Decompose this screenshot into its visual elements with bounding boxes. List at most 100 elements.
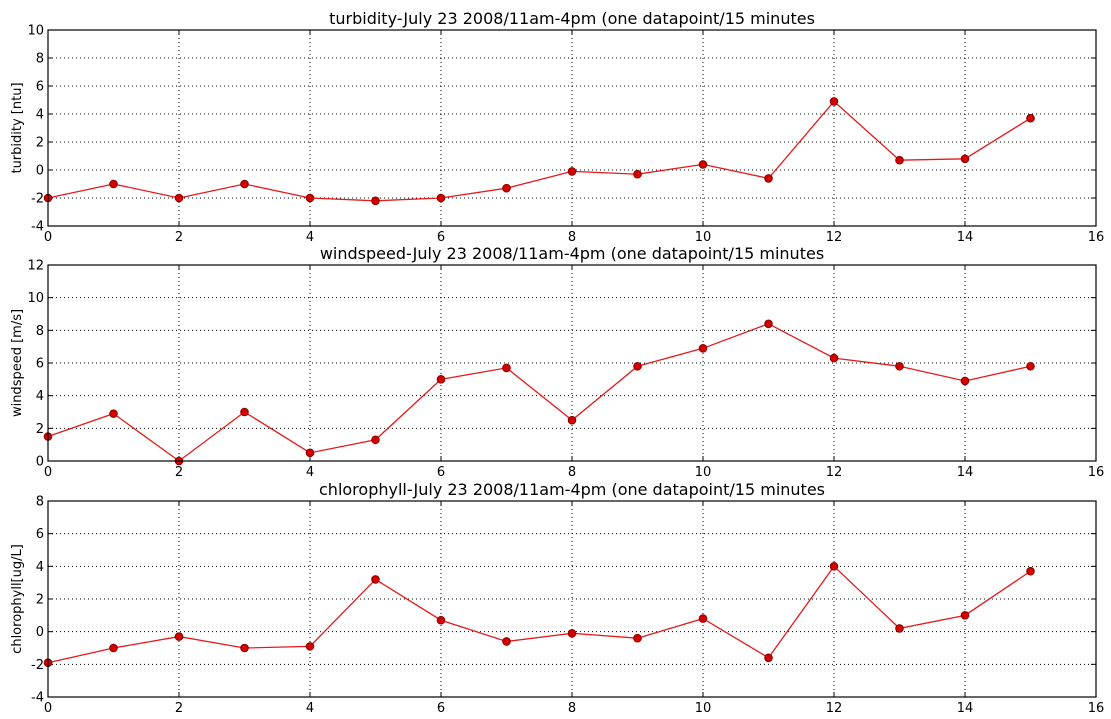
data-point [1026, 113, 1035, 123]
panel-3: 0 2 4 6 8 10 12 14 16 -4 -2 0 2 4 6 8 chlorophyll-July 2… [10, 480, 1104, 716]
data-point [371, 575, 380, 584]
data-point [305, 642, 315, 651]
data-point [829, 97, 839, 106]
x-tick-label: 12 [826, 701, 843, 716]
data-point [698, 614, 708, 623]
data-point [567, 629, 577, 638]
y-tick-label: -2 [31, 192, 44, 207]
x-tick-label: 16 [1088, 465, 1105, 480]
data-point [109, 409, 118, 418]
x-tick-label: 10 [695, 701, 712, 716]
data-point [305, 193, 315, 203]
x-tick-label: 6 [437, 701, 445, 716]
series-line [47, 100, 1031, 202]
x-tick-label: 16 [1088, 230, 1105, 245]
data-point [960, 376, 970, 386]
x-tick-label: 14 [957, 465, 974, 480]
data-point [1026, 361, 1035, 371]
plot-frame [47, 264, 1097, 462]
y-tick-label: 8 [36, 324, 44, 339]
x-tick-label: 4 [306, 701, 314, 716]
data-point [436, 375, 446, 384]
data-point [829, 353, 839, 363]
x-tick-label: 14 [957, 230, 974, 245]
data-point [109, 643, 118, 653]
data-point [895, 624, 904, 633]
y-tick-label: 0 [36, 625, 44, 640]
series-line [47, 565, 1031, 664]
data-point [567, 167, 577, 176]
chart-title: windspeed-July 23 2008/11am-4pm (one dat… [320, 244, 824, 263]
data-point [829, 562, 839, 571]
x-tick-label: 2 [175, 465, 183, 480]
y-tick-label: -4 [31, 220, 44, 235]
y-tick-label: 10 [27, 291, 44, 306]
data-point [633, 169, 642, 179]
y-tick-label: 4 [36, 108, 44, 123]
data-point [567, 415, 577, 425]
y-tick-label: -4 [31, 691, 44, 706]
y-axis-label: turbidity [ntu] [10, 82, 25, 173]
y-tick-label: 2 [36, 136, 44, 151]
y-tick-label: 8 [36, 495, 44, 510]
data-point [895, 155, 904, 165]
data-point [502, 637, 511, 646]
data-point [240, 407, 249, 417]
plot-frame [47, 29, 1097, 227]
data-point [1026, 566, 1035, 576]
y-tick-label: 10 [27, 24, 44, 39]
panel-1: 0 2 4 6 8 10 12 14 16 -4 -2 0 2 4 6 8 10 turbidity-July 2… [10, 9, 1104, 245]
y-axis-label: windspeed [m/s] [10, 309, 25, 417]
y-tick-label: 4 [36, 389, 44, 404]
x-tick-label: 6 [437, 230, 445, 245]
x-tick-label: 14 [957, 701, 974, 716]
data-point [633, 633, 642, 643]
data-point [371, 435, 380, 445]
data-point [305, 448, 315, 458]
data-point [633, 361, 642, 371]
y-tick-label: 12 [27, 259, 44, 274]
y-tick-label: 8 [36, 52, 44, 67]
x-tick-label: 2 [175, 230, 183, 245]
x-tick-label: 8 [568, 701, 576, 716]
panel-2: 0 2 4 6 8 10 12 14 16 0 2 4 6 8 10 12 windspeed-July 23 … [10, 244, 1104, 480]
series-line [47, 323, 1031, 462]
y-tick-label: 6 [36, 80, 44, 95]
x-tick-label: 4 [306, 230, 314, 245]
y-tick-label: 0 [36, 455, 44, 470]
data-point [240, 643, 249, 653]
x-tick-label: 0 [44, 230, 52, 245]
data-point [895, 361, 904, 371]
x-tick-label: 4 [306, 465, 314, 480]
x-tick-label: 0 [44, 701, 52, 716]
data-point [109, 179, 118, 189]
x-tick-label: 12 [826, 230, 843, 245]
data-point [174, 632, 184, 641]
y-tick-label: -2 [31, 658, 44, 673]
plot-frame [47, 500, 1097, 698]
data-point [436, 193, 446, 203]
plot-area [48, 30, 1096, 226]
data-point [764, 174, 773, 183]
data-point [240, 179, 249, 189]
chart-title: chlorophyll-July 23 2008/11am-4pm (one d… [319, 480, 825, 499]
y-tick-label: 4 [36, 560, 44, 575]
data-point [764, 653, 773, 663]
y-tick-label: 6 [36, 357, 44, 372]
x-tick-label: 0 [44, 465, 52, 480]
x-tick-label: 8 [568, 230, 576, 245]
y-axis-label: chlorophyll[ug/L] [10, 544, 25, 654]
data-point [371, 196, 380, 206]
x-tick-label: 12 [826, 465, 843, 480]
x-tick-label: 6 [437, 465, 445, 480]
data-point [436, 615, 446, 625]
data-point [960, 154, 970, 164]
y-tick-label: 2 [36, 593, 44, 608]
data-point [960, 611, 970, 620]
x-tick-label: 10 [695, 230, 712, 245]
chart-title: turbidity-July 23 2008/11am-4pm (one dat… [329, 9, 815, 28]
data-point [502, 183, 511, 193]
x-tick-label: 16 [1088, 701, 1105, 716]
x-tick-label: 8 [568, 465, 576, 480]
y-tick-label: 0 [36, 164, 44, 179]
